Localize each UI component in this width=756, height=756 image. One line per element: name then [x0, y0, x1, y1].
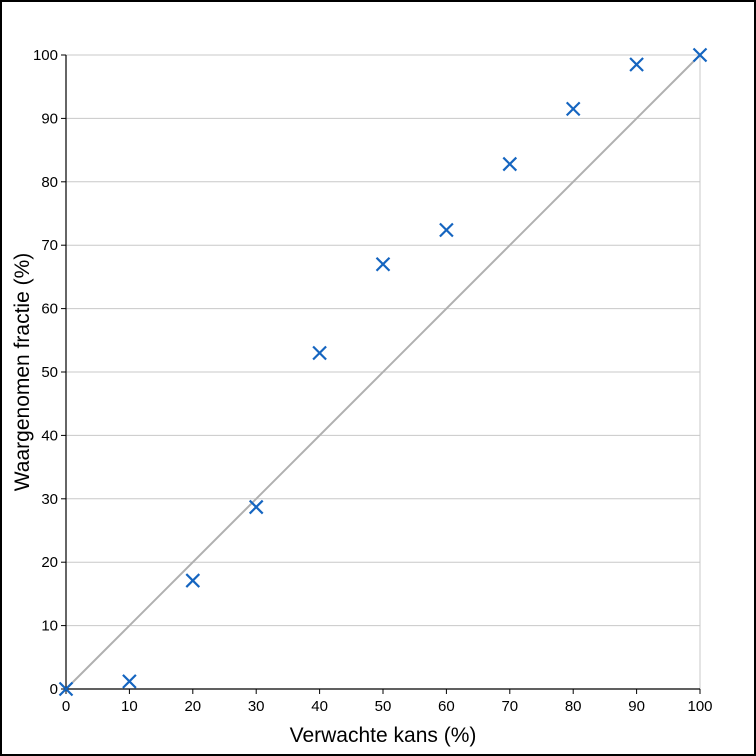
x-tick-label-10: 10 [121, 698, 138, 715]
marker-stroke [312, 345, 327, 361]
marker-stroke [502, 156, 518, 172]
data-point-x-marker [565, 101, 581, 117]
x-tick-label-50: 50 [375, 698, 392, 715]
y-tick-label-30: 30 [41, 491, 58, 508]
marker-stroke [122, 674, 137, 689]
y-tick-label-90: 90 [41, 110, 58, 127]
y-tick-label-100: 100 [33, 47, 58, 64]
reference-line [65, 54, 701, 690]
data-points [58, 47, 708, 697]
x-tick-label-20: 20 [184, 698, 201, 715]
data-point-x-marker [185, 573, 201, 588]
data-point-x-marker [312, 345, 327, 361]
marker-stroke [375, 256, 391, 272]
x-ticks: 0 10 20 30 40 50 60 70 80 90 100 [62, 689, 713, 715]
data-point-x-marker [502, 156, 518, 172]
data-point-x-marker [248, 499, 264, 515]
data-point-x-marker [58, 681, 74, 697]
reference-line-group [65, 54, 701, 690]
y-tick-label-10: 10 [41, 618, 58, 635]
data-point-x-marker [122, 674, 137, 689]
y-tick-label-20: 20 [41, 554, 58, 571]
marker-stroke [185, 573, 201, 588]
marker-stroke [565, 101, 581, 117]
x-tick-label-100: 100 [687, 698, 712, 715]
grid-lines [66, 54, 700, 627]
x-axis-label: Verwachte kans (%) [290, 724, 477, 747]
x-tick-label-60: 60 [438, 698, 455, 715]
x-tick-label-90: 90 [628, 698, 645, 715]
marker-stroke [629, 57, 644, 72]
y-tick-label-40: 40 [41, 427, 58, 444]
data-point-x-marker [692, 47, 708, 63]
x-tick-label-0: 0 [62, 698, 70, 715]
y-tick-label-70: 70 [41, 237, 58, 254]
data-point-x-marker [439, 222, 454, 238]
x-tick-label-40: 40 [311, 698, 328, 715]
y-tick-label-80: 80 [41, 174, 58, 191]
marker-stroke [248, 499, 264, 515]
x-tick-label-80: 80 [565, 698, 582, 715]
marker-stroke [692, 47, 708, 63]
y-tick-label-50: 50 [41, 364, 58, 381]
data-point-x-marker [629, 57, 644, 72]
marker-stroke [58, 681, 74, 697]
x-tick-label-70: 70 [501, 698, 518, 715]
y-axis-label: Waargenomen fractie (%) [11, 253, 34, 491]
y-tick-label-0: 0 [50, 681, 58, 698]
y-ticks: 0 10 20 30 40 50 60 70 80 90 100 [33, 47, 66, 698]
marker-stroke [439, 222, 454, 238]
y-tick-label-60: 60 [41, 301, 58, 318]
data-point-x-marker [375, 256, 391, 272]
x-tick-label-30: 30 [248, 698, 265, 715]
